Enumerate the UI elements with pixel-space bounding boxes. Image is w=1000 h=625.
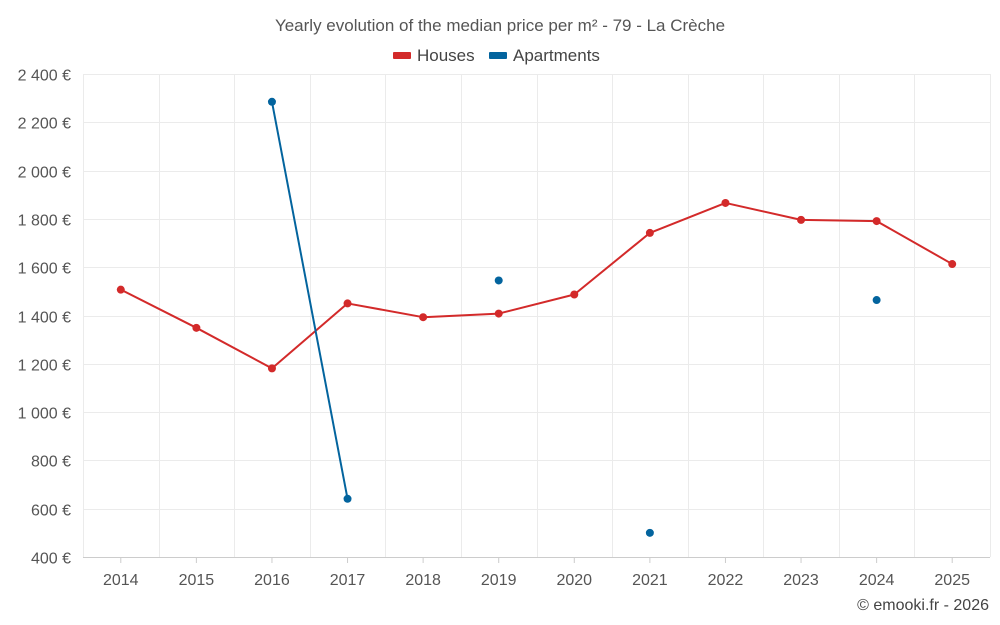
y-tick-label: 800 €: [31, 454, 71, 471]
x-tick-label: 2023: [783, 572, 819, 589]
y-tick-label: 1 200 €: [18, 358, 71, 375]
series-line-houses: [648, 201, 727, 234]
data-point-houses[interactable]: [797, 215, 806, 224]
data-point-apartments[interactable]: [267, 97, 276, 106]
series-apartments: [267, 97, 881, 537]
data-point-houses[interactable]: [948, 260, 957, 269]
chart-title: Yearly evolution of the median price per…: [275, 16, 725, 35]
y-tick-label: 1 000 €: [18, 406, 71, 423]
data-point-houses[interactable]: [494, 309, 503, 318]
series-line-houses: [573, 231, 651, 296]
data-point-houses[interactable]: [419, 313, 428, 322]
y-tick-label: 1 400 €: [18, 310, 71, 327]
series-line-houses: [497, 293, 576, 315]
x-tick-label: 2019: [481, 572, 517, 589]
data-point-houses[interactable]: [116, 285, 125, 294]
series-line-apartments: [270, 100, 349, 500]
data-point-apartments[interactable]: [645, 528, 654, 537]
data-point-houses[interactable]: [343, 299, 352, 308]
grid: [83, 74, 991, 557]
x-tick-label: 2025: [934, 572, 970, 589]
series-line-houses: [346, 302, 425, 319]
x-tick-label: 2015: [179, 572, 215, 589]
credit-text: © emooki.fr - 2026: [857, 597, 989, 614]
y-axis-labels: 400 € 600 € 800 € 1 000 € 1 200 € 1 400 € 1 60…: [18, 68, 71, 568]
series-line-houses: [875, 220, 954, 266]
x-tick-label: 2024: [859, 572, 895, 589]
series-layer: [116, 97, 957, 537]
y-tick-label: 2 200 €: [18, 116, 71, 133]
y-tick-label: 2 000 €: [18, 165, 71, 182]
series-line-houses: [195, 326, 273, 370]
series-line-houses: [800, 218, 878, 223]
x-tick-label: 2022: [708, 572, 744, 589]
x-axis-labels: 2014 2015 2016 2017 2018 2019 2020 2021 2022 2023…: [103, 557, 970, 589]
y-tick-label: 1 800 €: [18, 213, 71, 230]
data-point-houses[interactable]: [267, 364, 276, 373]
legend-swatch-apartments: [489, 52, 507, 59]
y-tick-label: 2 400 €: [18, 68, 71, 85]
x-tick-label: 2014: [103, 572, 139, 589]
y-tick-label: 400 €: [31, 551, 71, 568]
series-line-houses: [270, 302, 349, 370]
legend-swatch-houses: [393, 52, 411, 59]
legend-label-apartments[interactable]: Apartments: [513, 46, 600, 65]
data-point-houses[interactable]: [570, 290, 579, 299]
data-point-houses[interactable]: [721, 198, 730, 207]
series-line-houses: [724, 201, 803, 221]
y-tick-label: 1 600 €: [18, 261, 71, 278]
x-tick-label: 2021: [632, 572, 668, 589]
data-point-apartments[interactable]: [494, 276, 503, 285]
legend: Houses Apartments: [393, 46, 600, 65]
x-tick-label: 2018: [405, 572, 441, 589]
series-line-houses: [119, 288, 198, 329]
x-tick-label: 2017: [330, 572, 366, 589]
data-point-apartments[interactable]: [343, 494, 352, 503]
series-houses: [116, 198, 957, 373]
data-point-houses[interactable]: [192, 323, 201, 332]
legend-label-houses[interactable]: Houses: [417, 46, 475, 65]
series-line-houses: [422, 312, 500, 319]
data-point-houses[interactable]: [872, 217, 881, 226]
x-tick-label: 2020: [556, 572, 592, 589]
x-tick-label: 2016: [254, 572, 290, 589]
data-point-apartments[interactable]: [872, 296, 881, 305]
data-point-houses[interactable]: [645, 228, 654, 237]
y-tick-label: 600 €: [31, 503, 71, 520]
